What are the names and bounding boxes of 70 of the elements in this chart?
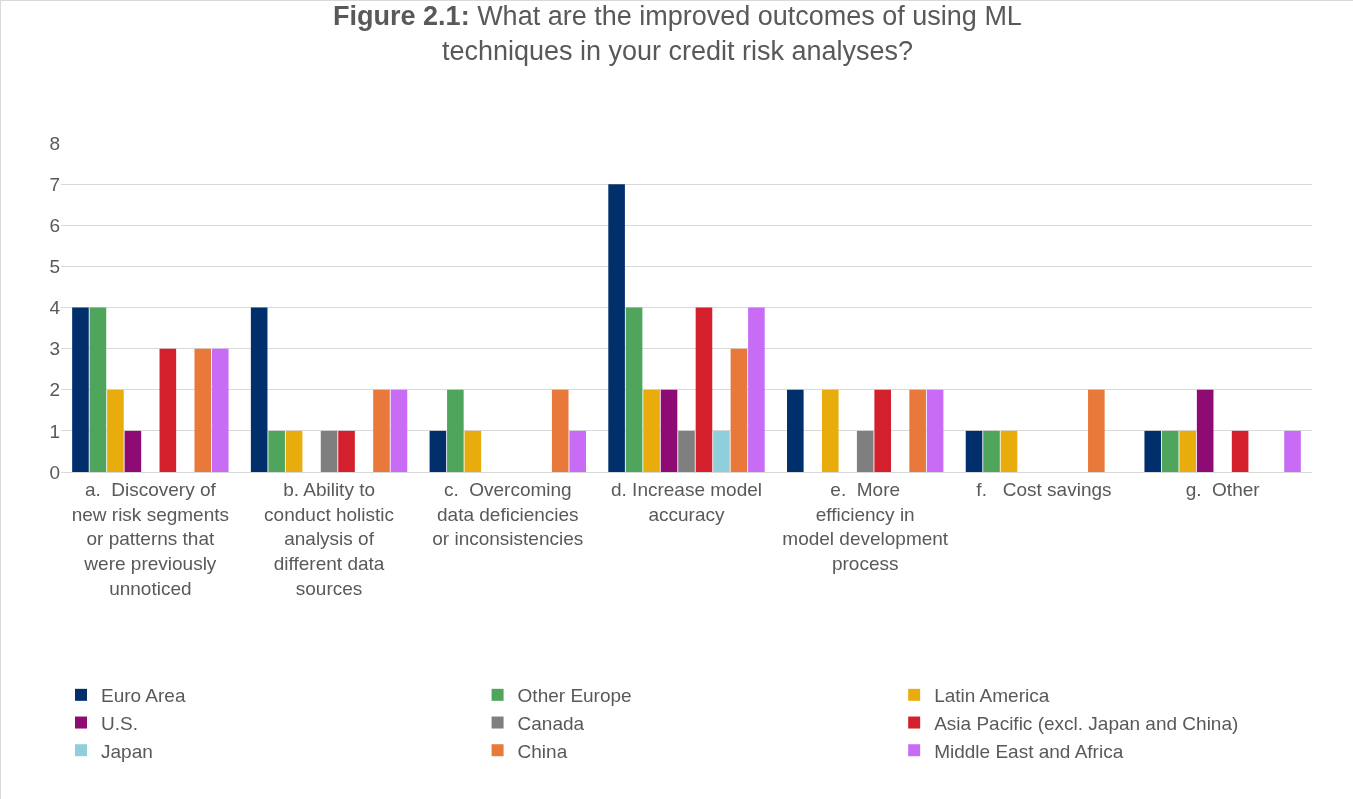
bar bbox=[625, 307, 643, 472]
bar bbox=[821, 389, 839, 472]
bar bbox=[695, 307, 713, 472]
bar bbox=[373, 389, 390, 472]
bar bbox=[660, 389, 678, 472]
bar bbox=[338, 430, 355, 472]
y-tick-label: 0 bbox=[49, 461, 60, 483]
y-tick-label: 2 bbox=[49, 379, 60, 401]
bar bbox=[965, 430, 983, 472]
bar bbox=[1231, 430, 1249, 472]
legend-label: Canada bbox=[517, 712, 585, 734]
bar bbox=[926, 389, 944, 472]
bar bbox=[1000, 430, 1018, 472]
bar bbox=[124, 430, 142, 472]
bar bbox=[643, 389, 660, 472]
x-tick-label: a. Discovery of new risk segments or patterns that were previously unnoticed bbox=[71, 478, 230, 599]
bar bbox=[713, 430, 730, 472]
bar bbox=[159, 348, 177, 472]
bar bbox=[983, 430, 1000, 472]
legend-label: Middle East and Africa bbox=[934, 740, 1124, 762]
x-tick-label: c. Overcoming data deficiencies or inconsistencies bbox=[432, 478, 584, 550]
y-tick-label: 4 bbox=[49, 297, 61, 319]
y-tick-label: 1 bbox=[49, 420, 60, 442]
bar bbox=[748, 307, 765, 472]
bar bbox=[89, 307, 107, 472]
bar bbox=[909, 389, 926, 472]
bar bbox=[551, 389, 569, 472]
legend-label: Asia Pacific (excl. Japan and China) bbox=[934, 712, 1239, 734]
bar bbox=[1161, 430, 1179, 472]
bar bbox=[447, 389, 464, 472]
y-tick-label: 8 bbox=[49, 132, 60, 154]
bar bbox=[211, 348, 229, 472]
bar bbox=[1179, 430, 1196, 472]
bar bbox=[320, 430, 338, 472]
x-tick-label: g. Other bbox=[1185, 478, 1261, 500]
bar bbox=[429, 430, 447, 472]
bar bbox=[285, 430, 303, 472]
bar bbox=[1088, 389, 1105, 472]
bar bbox=[1144, 430, 1162, 472]
y-tick-label: 5 bbox=[49, 256, 60, 278]
bar bbox=[787, 389, 804, 472]
legend-label: Euro Area bbox=[101, 685, 186, 707]
bar bbox=[856, 430, 874, 472]
x-tick-label: f. Cost savings bbox=[976, 478, 1112, 500]
y-tick-label: 7 bbox=[49, 173, 60, 195]
bar bbox=[390, 389, 408, 472]
y-tick-label: 6 bbox=[49, 214, 60, 236]
x-tick-label: b. Ability to conduct holistic analysis of different data sources bbox=[264, 478, 395, 599]
legend-label: U.S. bbox=[101, 712, 138, 734]
bar bbox=[569, 430, 586, 472]
legend-label: China bbox=[517, 740, 568, 762]
bar bbox=[608, 184, 625, 472]
bar bbox=[1196, 389, 1214, 472]
bar bbox=[250, 307, 268, 472]
legend-label: Japan bbox=[101, 740, 153, 762]
bar bbox=[678, 430, 695, 472]
bar bbox=[730, 348, 748, 472]
x-tick-label: e. More efficiency in model development process bbox=[782, 478, 949, 574]
bar bbox=[464, 430, 482, 472]
bar bbox=[268, 430, 285, 472]
y-tick-label: 3 bbox=[49, 338, 60, 360]
bar bbox=[1284, 430, 1301, 472]
bar bbox=[194, 348, 212, 472]
legend-label: Other Europe bbox=[517, 685, 632, 707]
legend-label: Latin America bbox=[934, 685, 1050, 707]
bar bbox=[874, 389, 891, 472]
bar bbox=[72, 307, 89, 472]
chart-title: Figure 2.1: What are the improved outcomes of using ML techniques in your credit risk analyses? bbox=[333, 0, 1022, 67]
x-tick-label: d. Increase model accuracy bbox=[610, 478, 763, 525]
bar bbox=[107, 389, 124, 472]
